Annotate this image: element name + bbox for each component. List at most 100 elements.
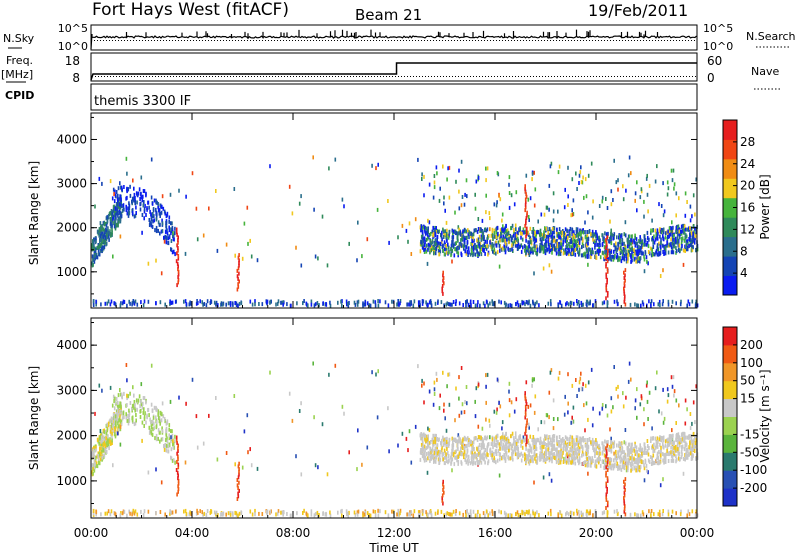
echo-point [573, 301, 575, 306]
nave-dot [584, 76, 585, 77]
echo-point [675, 301, 677, 306]
echo-point [510, 193, 513, 198]
echo-point [646, 241, 649, 246]
echo-point [480, 227, 482, 232]
nsky-tick-top: 10^5 [58, 22, 88, 35]
nsearch-dot [325, 40, 326, 41]
echo-point [636, 465, 638, 470]
echo-point [587, 237, 590, 242]
echo-point [516, 510, 519, 515]
echo-point [517, 513, 520, 518]
echo-point [442, 435, 444, 440]
echo-point [646, 192, 649, 197]
echo-point [140, 402, 143, 407]
echo-point [569, 510, 572, 515]
nave-dot [611, 76, 612, 77]
echo-point [101, 181, 103, 186]
echo-point [423, 236, 426, 241]
echo-point [133, 422, 136, 427]
echo-point [142, 513, 145, 518]
echo-point [117, 199, 119, 204]
echo-point [363, 302, 366, 307]
echo-point [480, 455, 483, 460]
echo-point [692, 447, 695, 451]
echo-point [168, 433, 170, 438]
nsearch-dot [394, 40, 395, 41]
echo-point [565, 512, 567, 517]
echo-point [436, 437, 439, 441]
echo-point [94, 448, 97, 453]
echo-point [445, 244, 447, 248]
echo-point [135, 205, 137, 210]
echo-point [387, 199, 389, 203]
echo-point [432, 225, 434, 230]
echo-point [513, 436, 515, 441]
echo-point [213, 300, 216, 305]
echo-point [508, 182, 510, 187]
echo-point [615, 249, 618, 254]
echo-point [591, 437, 594, 442]
nave-dot [350, 76, 351, 77]
echo-point [96, 464, 99, 469]
echo-point [185, 194, 187, 199]
echo-point [613, 365, 615, 369]
echo-point [465, 513, 467, 518]
echo-point [569, 240, 572, 245]
echo-point [105, 237, 108, 242]
echo-point [576, 299, 578, 303]
echo-point [275, 512, 277, 517]
nsearch-dot [283, 40, 284, 41]
echo-point [356, 258, 358, 263]
echo-point [509, 247, 512, 252]
nave-dot [125, 76, 126, 77]
nave-dot [410, 76, 411, 77]
echo-point [631, 238, 633, 243]
echo-point [442, 243, 444, 248]
echo-point [683, 224, 686, 229]
echo-point [550, 456, 552, 461]
echo-point [684, 191, 687, 196]
echo-point [635, 237, 638, 242]
echo-point [104, 301, 107, 306]
echo-point [98, 383, 101, 388]
echo-point [91, 463, 94, 468]
echo-point [506, 232, 509, 237]
echo-point [410, 460, 413, 465]
echo-point [502, 432, 504, 437]
echo-point [109, 418, 111, 423]
echo-point [126, 378, 128, 383]
echo-point [471, 440, 473, 445]
echo-point [465, 229, 468, 234]
echo-point [539, 232, 541, 237]
echo-point [422, 244, 424, 249]
echo-point [654, 445, 657, 450]
echo-point [558, 235, 560, 240]
echo-point [514, 431, 517, 436]
echo-point [553, 230, 555, 235]
echo-point [467, 461, 469, 466]
echo-point [134, 403, 136, 408]
echo-point [511, 431, 514, 436]
echo-point [504, 303, 507, 308]
echo-point [141, 420, 144, 425]
echo-point [112, 254, 114, 259]
nave-dot [533, 76, 534, 77]
echo-point [487, 453, 489, 458]
echo-point [98, 228, 101, 233]
nave-dot [224, 76, 225, 77]
nave-dot [668, 76, 669, 77]
echo-point [440, 234, 443, 239]
echo-point [143, 209, 146, 214]
echo-point [161, 437, 164, 442]
echo-point [449, 302, 451, 307]
echo-point [662, 213, 665, 218]
echo-point [447, 512, 450, 516]
echo-point [152, 419, 154, 424]
echo-point [118, 424, 120, 429]
echo-point [634, 449, 637, 454]
echo-point [420, 242, 423, 247]
nave-dot [551, 76, 552, 77]
echo-point [525, 446, 527, 451]
echo-point [149, 220, 151, 225]
echo-point [634, 452, 637, 456]
